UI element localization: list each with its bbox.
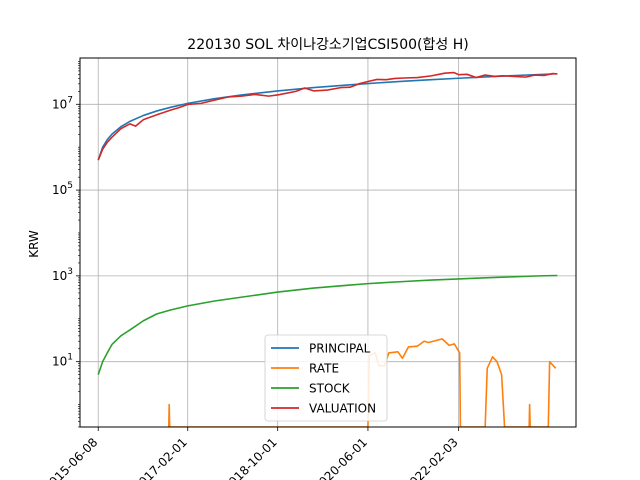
y-tick-exponent: 5 (67, 181, 73, 191)
y-tick-exponent: 1 (67, 353, 73, 363)
y-tick-base: 10 (52, 183, 67, 197)
y-tick-label: 103 (52, 267, 73, 283)
y-tick-label: 107 (52, 95, 73, 111)
legend-label: VALUATION (309, 402, 376, 416)
y-tick-label: 105 (52, 181, 73, 197)
y-axis-label: KRW (27, 230, 41, 258)
legend-box (264, 334, 388, 422)
x-tick-label: 2022-02-03 (402, 435, 461, 480)
legend: PRINCIPAL RATE STOCK VALUATION (264, 334, 388, 422)
legend-label: STOCK (309, 382, 351, 396)
series-line-principal (97, 72, 558, 161)
legend-label: RATE (309, 362, 339, 376)
series-line-valuation (97, 71, 558, 161)
x-axis: 2015-06-08 2017-02-01 2018-10-01 2020-06-01… (41, 427, 461, 480)
legend-label: PRINCIPAL (309, 342, 371, 356)
x-tick-label: 2020-06-01 (311, 435, 370, 480)
x-tick-label: 2017-02-01 (131, 435, 190, 480)
y-tick-exponent: 3 (67, 267, 73, 277)
y-tick-base: 10 (52, 269, 67, 283)
series-line-stock (97, 274, 558, 375)
x-tick-label: 2015-06-08 (41, 435, 100, 480)
x-tick-label: 2018-10-01 (221, 435, 280, 480)
y-tick-exponent: 7 (67, 95, 73, 105)
y-tick-label: 101 (52, 353, 73, 369)
y-tick-base: 10 (52, 97, 67, 111)
y-tick-base: 10 (52, 355, 67, 369)
chart-title: 220130 SOL 차이나강소기업CSI500(합성 H) (187, 37, 468, 53)
